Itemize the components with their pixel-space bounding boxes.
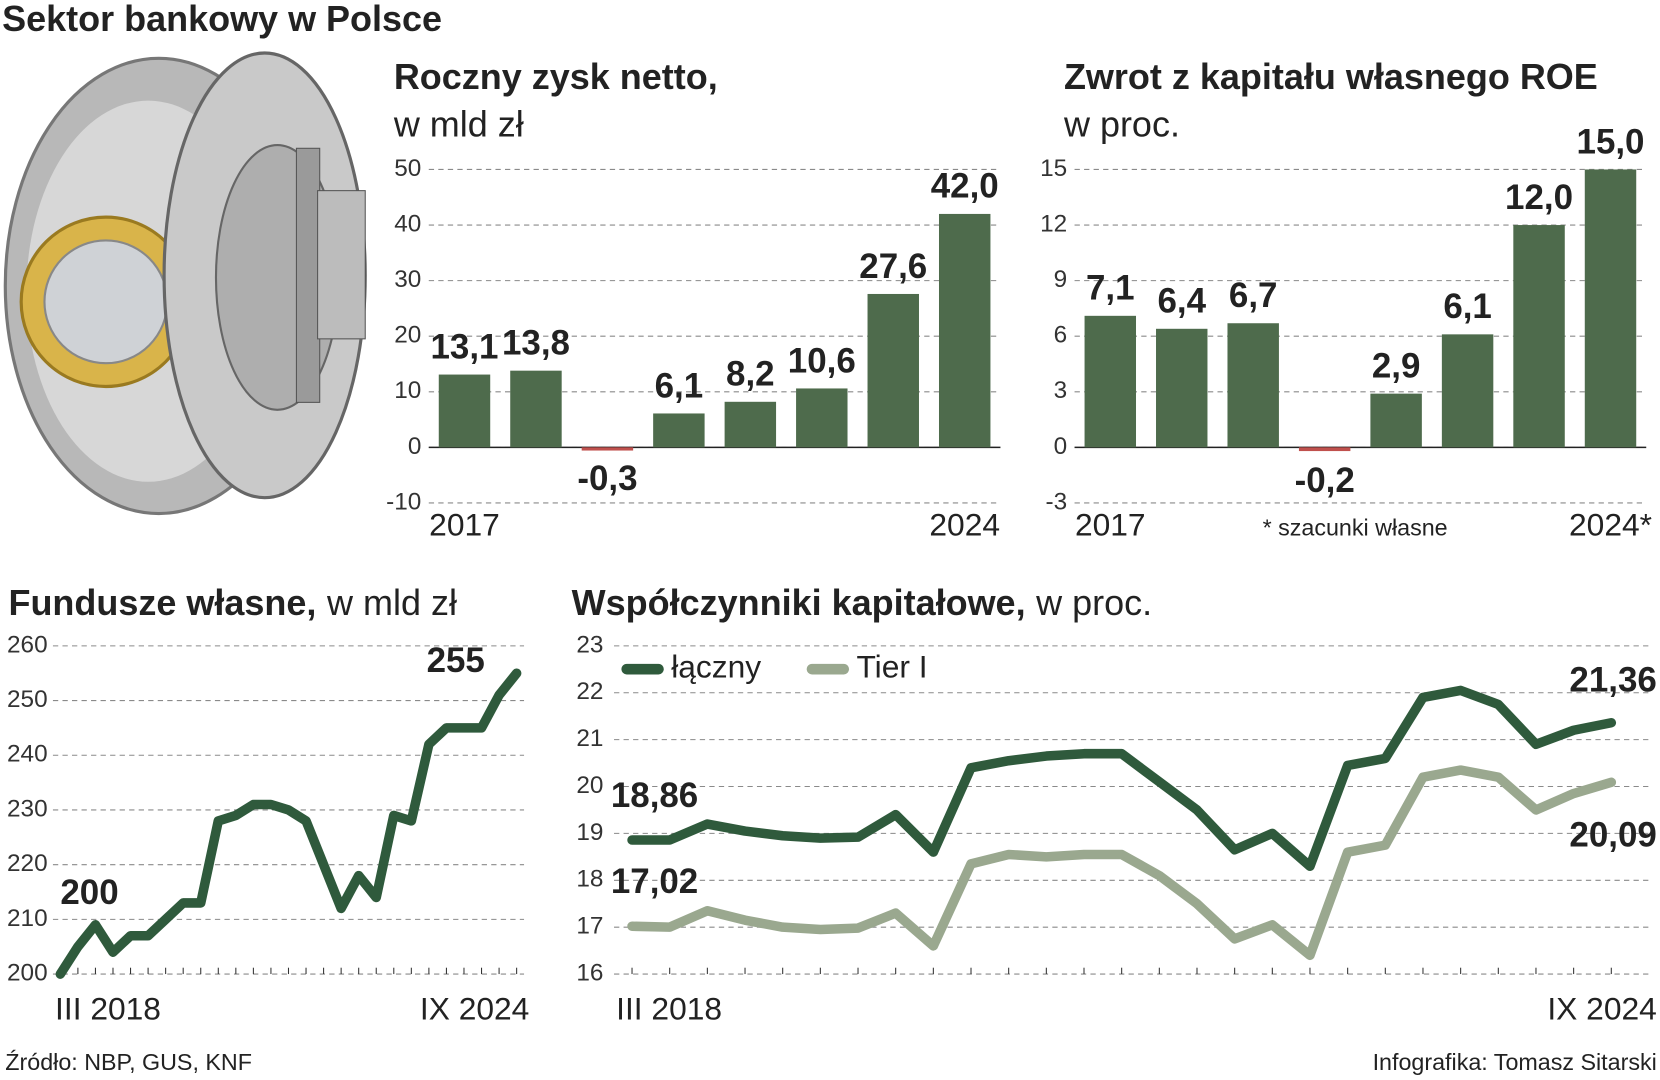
y-tick-label: 220: [7, 850, 48, 877]
y-tick-label: 19: [576, 819, 603, 846]
source: Źródło: NBP, GUS, KNF: [5, 1049, 252, 1075]
value-label: 12,0: [1505, 178, 1573, 217]
y-tick-label: -10: [386, 488, 421, 515]
bar: [724, 401, 777, 448]
bar: [1298, 447, 1351, 452]
y-tick-label: 22: [576, 678, 603, 705]
y-tick-label: 200: [7, 959, 48, 986]
value-label: 13,8: [502, 323, 570, 362]
y-tick-label: 20: [394, 322, 421, 349]
value-label: -0,2: [1295, 461, 1355, 500]
y-tick-label: 0: [408, 433, 422, 460]
value-label: 6,4: [1157, 282, 1206, 321]
chart-title: Zwrot z kapitału własnego ROE: [1064, 56, 1598, 97]
line-series: [627, 765, 1617, 961]
bar: [1370, 393, 1422, 448]
value-label: 6,1: [655, 366, 704, 405]
x-tick-label: 2017: [429, 507, 500, 543]
y-tick-label: 23: [576, 631, 603, 658]
y-tick-label: 15: [1040, 155, 1067, 182]
bar: [938, 213, 991, 448]
chart-title: Współczynniki kapitałowe,: [572, 582, 1026, 623]
y-tick-label: 210: [7, 905, 48, 932]
value-label: 8,2: [726, 355, 775, 394]
bar: [510, 370, 562, 448]
bar: [438, 374, 491, 448]
y-tick-label: 240: [7, 741, 48, 768]
bar: [1513, 225, 1565, 448]
line-series: [55, 668, 522, 979]
chart-subtitle: w mld zł: [393, 104, 524, 145]
value-label: 18,86: [611, 776, 698, 815]
value-label: 17,02: [611, 862, 698, 901]
bar: [581, 447, 634, 451]
value-label: 13,1: [431, 327, 499, 366]
value-label: 6,1: [1443, 287, 1492, 326]
y-tick-label: 18: [576, 866, 603, 893]
bar: [1584, 169, 1637, 448]
y-tick-label: 50: [394, 155, 421, 182]
x-tick-label: IX 2024: [420, 991, 529, 1027]
y-tick-label: 9: [1054, 266, 1068, 293]
y-tick-label: 40: [394, 210, 421, 237]
value-label: 42,0: [931, 167, 999, 206]
x-tick-label: III 2018: [616, 991, 722, 1027]
bar: [1227, 323, 1279, 448]
value-label: 21,36: [1569, 661, 1656, 700]
chart-subtitle: w proc.: [1035, 582, 1152, 623]
value-label: 15,0: [1577, 122, 1645, 161]
y-tick-label: 3: [1054, 377, 1068, 404]
vault-illustration: [3, 51, 367, 516]
value-label: -0,3: [577, 459, 637, 498]
x-tick-label: III 2018: [55, 991, 161, 1027]
value-label: 6,7: [1229, 276, 1278, 315]
x-tick-label: 2024: [929, 507, 1000, 543]
y-tick-label: 21: [576, 725, 603, 752]
value-label: 7,1: [1086, 269, 1135, 308]
bar: [1084, 315, 1137, 448]
bar: [796, 388, 848, 448]
y-tick-label: 260: [7, 631, 48, 658]
chart-subtitle: w proc.: [1063, 104, 1180, 145]
bar: [653, 413, 705, 448]
x-tick-label: 2024*: [1569, 507, 1652, 543]
y-tick-label: 16: [576, 959, 603, 986]
value-label: 10,6: [788, 341, 856, 380]
line-series: [627, 685, 1617, 871]
x-tick-label: IX 2024: [1547, 991, 1656, 1027]
chart-title: Fundusze własne,: [8, 582, 316, 623]
chart-title: Roczny zysk netto,: [394, 56, 718, 97]
footnote: * szacunki własne: [1263, 515, 1448, 541]
y-tick-label: 12: [1040, 210, 1067, 237]
y-tick-label: -3: [1046, 488, 1068, 515]
legend-label: Tier I: [856, 649, 927, 685]
value-label: 255: [427, 641, 485, 680]
value-label: 27,6: [859, 247, 927, 286]
bar: [1441, 334, 1494, 448]
legend-label: łączny: [671, 649, 761, 685]
y-tick-label: 0: [1054, 433, 1068, 460]
y-tick-label: 230: [7, 795, 48, 822]
credit: Infografika: Tomasz Sitarski: [1373, 1049, 1657, 1075]
y-tick-label: 10: [394, 377, 421, 404]
y-tick-label: 20: [576, 772, 603, 799]
y-tick-label: 250: [7, 686, 48, 713]
value-label: 200: [60, 873, 118, 912]
chart-subtitle: w mld zł: [326, 582, 457, 623]
value-label: 20,09: [1569, 816, 1656, 855]
bar: [1156, 328, 1208, 448]
y-tick-label: 6: [1054, 322, 1068, 349]
page-title: Sektor bankowy w Polsce: [2, 0, 442, 39]
y-tick-label: 17: [576, 913, 603, 940]
y-tick-label: 30: [394, 266, 421, 293]
x-tick-label: 2017: [1075, 507, 1146, 543]
value-label: 2,9: [1372, 346, 1421, 385]
bar: [867, 293, 919, 448]
